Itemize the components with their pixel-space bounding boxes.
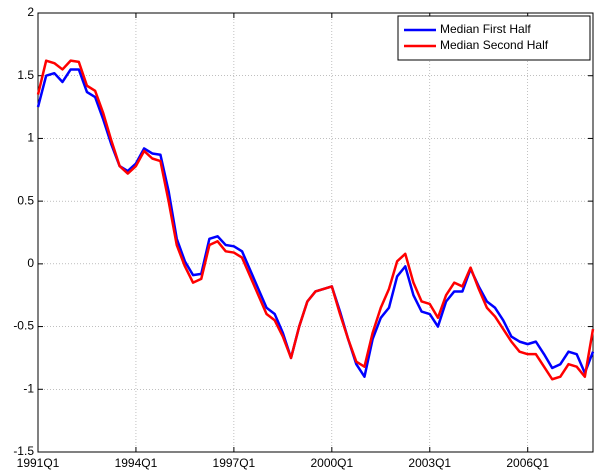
legend-label: Median First Half [440,22,531,36]
y-tick-label: -1.5 [13,444,34,458]
y-tick-label: -0.5 [13,319,34,333]
y-tick-label: 0.5 [17,193,34,207]
y-tick-label: 1 [27,131,34,145]
x-tick-label: 2003Q1 [408,456,451,470]
x-tick-label: 2006Q1 [506,456,549,470]
x-tick-label: 1997Q1 [213,456,256,470]
series-line [36,59,595,381]
y-tick-label: 0 [27,256,34,270]
legend-label: Median Second Half [440,38,549,52]
x-tick-label: 1994Q1 [115,456,158,470]
y-tick-label: 2 [27,5,34,19]
legend-box [397,15,591,61]
y-tick-label: 1.5 [17,68,34,82]
x-tick-label: 1991Q1 [17,456,60,470]
x-tick-label: 2000Q1 [310,456,353,470]
plot-frame [37,12,594,453]
y-tick-label: -1 [23,381,34,395]
